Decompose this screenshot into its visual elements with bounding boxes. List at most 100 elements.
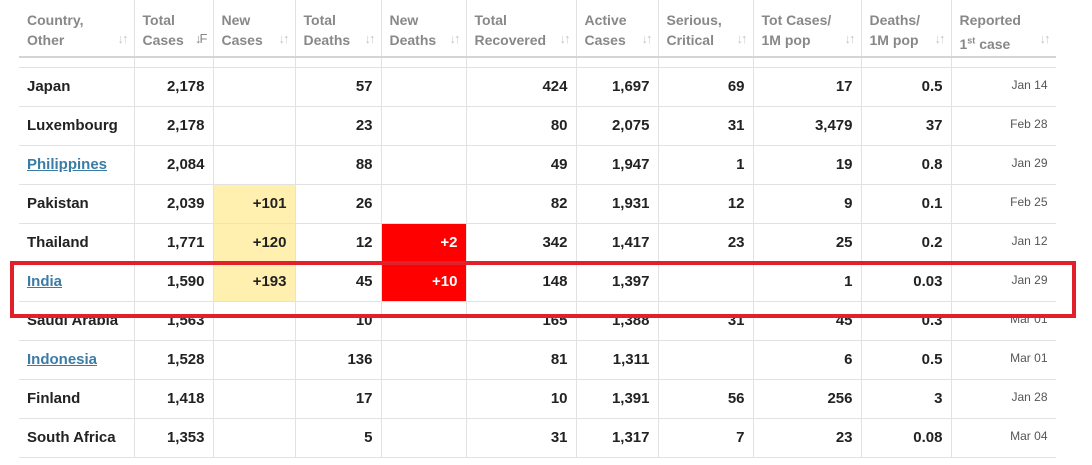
column-header-total-cases[interactable]: Total Cases ↓F [134,0,214,58]
country-link[interactable]: India [27,273,63,290]
new-deaths-cell [381,67,467,107]
sort-icon[interactable]: ↓↑ [844,31,856,46]
first-case-cell: Feb 25 [951,184,1056,224]
cases-per-1m-cell: 3,479 [753,106,862,146]
deaths-per-1m-cell: 0.3 [861,301,952,341]
column-header-line2: 1M pop [761,32,811,48]
country-cell: Luxembourg [19,106,135,146]
serious-cell: 23 [658,223,754,263]
total-deaths-cell: 136 [295,340,382,380]
country-link[interactable]: Indonesia [27,351,98,368]
total-deaths-cell: 88 [295,145,382,185]
total-recovered-cell: 148 [466,262,577,302]
country-cell[interactable]: Philippines [19,145,135,185]
deaths-per-1m-cell: 0.1 [861,184,952,224]
cases-per-1m-cell: 1 [753,262,862,302]
sort-icon[interactable]: ↓↑ [1039,31,1051,46]
serious-cell: 7 [658,418,754,458]
total-deaths-cell: 45 [295,262,382,302]
first-case-cell: Feb 28 [951,106,1056,146]
column-header-line1: Serious, [666,12,722,28]
column-header-serious-critical[interactable]: Serious, Critical ↓↑ [658,0,754,58]
active-cases-cell: 1,947 [576,145,659,185]
column-header-active-cases[interactable]: Active Cases ↓↑ [576,0,659,58]
sort-icon[interactable]: ↓↑ [364,31,376,46]
first-case-cell: Jan 28 [951,379,1056,419]
new-deaths-cell [381,301,467,341]
active-cases-cell: 1,697 [576,67,659,107]
column-header-line1: New [389,12,419,28]
new-cases-cell: +193 [213,262,296,302]
total-deaths-cell: 57 [295,67,382,107]
active-cases-cell: 1,311 [576,340,659,380]
coronavirus-stats-table-container: Country, Other ↓↑ Total Cases ↓F New Cases ↓↑ Tot… [19,0,1056,465]
table-row: Indonesia 1,528 136 81 1,311 6 0.5 Mar 01 [19,340,1056,380]
sort-icon[interactable]: ↓↑ [117,31,129,46]
table-row: South Africa 1,353 5 31 1,317 7 23 0.08 Mar 04 [19,418,1056,458]
total-recovered-cell: 165 [466,301,577,341]
sort-icon[interactable]: ↓↑ [641,31,653,46]
total-cases-cell: 1,353 [134,418,214,458]
sort-icon[interactable]: ↓↑ [736,31,748,46]
serious-cell: 12 [658,184,754,224]
active-cases-cell: 2,075 [576,106,659,146]
first-case-cell: Mar 01 [951,301,1056,341]
column-header-line2: Cases [584,32,626,48]
column-header-line2: Deaths [389,32,437,48]
sort-icon[interactable]: ↓↑ [278,31,290,46]
active-cases-cell: 1,397 [576,262,659,302]
deaths-per-1m-cell: 3 [861,379,952,419]
new-cases-cell [213,379,296,419]
column-header-line1: Tot Cases/ [761,12,832,28]
column-header-line2: 1M pop [869,32,919,48]
column-header-country-other[interactable]: Country, Other ↓↑ [19,0,135,58]
total-cases-cell: 1,771 [134,223,214,263]
new-cases-cell [213,418,296,458]
deaths-per-1m-cell: 0.5 [861,67,952,107]
total-deaths-cell: 23 [295,106,382,146]
total-deaths-cell: 10 [295,301,382,341]
first-case-cell: Jan 29 [951,262,1056,302]
column-header-total-deaths[interactable]: Total Deaths ↓↑ [295,0,382,58]
table-row: Luxembourg 2,178 23 80 2,075 31 3,479 37 Feb 28 [19,106,1056,146]
sort-desc-icon[interactable]: ↓F [195,31,208,46]
new-deaths-cell [381,184,467,224]
active-cases-cell: 1,931 [576,184,659,224]
cases-per-1m-cell: 23 [753,418,862,458]
new-cases-cell [213,67,296,107]
total-deaths-cell: 17 [295,379,382,419]
country-cell[interactable]: India [19,262,135,302]
column-header-new-cases[interactable]: New Cases ↓↑ [213,0,296,58]
column-header-line1: Total [474,12,507,28]
column-header-line1: Total [142,12,175,28]
sort-icon[interactable]: ↓↑ [559,31,571,46]
country-cell[interactable]: Indonesia [19,340,135,380]
country-cell: Japan [19,67,135,107]
total-cases-cell: 1,563 [134,301,214,341]
deaths-per-1m-cell: 0.03 [861,262,952,302]
column-header-line2: Cases [221,32,263,48]
new-deaths-cell [381,145,467,185]
table-row: Finland 1,418 17 10 1,391 56 256 3 Jan 28 [19,379,1056,419]
country-cell: South Africa [19,418,135,458]
column-header-new-deaths[interactable]: New Deaths ↓↑ [381,0,467,58]
total-recovered-cell: 82 [466,184,577,224]
column-header-line2: Cases [142,32,184,48]
sort-icon[interactable]: ↓↑ [449,31,461,46]
sort-icon[interactable]: ↓↑ [934,31,946,46]
total-recovered-cell: 81 [466,340,577,380]
country-link[interactable]: Philippines [27,156,108,173]
column-header-line1: New [221,12,251,28]
country-cell: Finland [19,379,135,419]
first-case-cell: Mar 04 [951,418,1056,458]
column-header-deaths-per-1m[interactable]: Deaths/1M pop ↓↑ [861,0,952,58]
column-header-tot-cases-per-1m[interactable]: Tot Cases/1M pop ↓↑ [753,0,862,58]
serious-cell [658,262,754,302]
column-header-line2: Deaths [303,32,351,48]
new-cases-cell: +120 [213,223,296,263]
column-header-total-recovered[interactable]: Total Recovered ↓↑ [466,0,577,58]
column-header-reported-first-case[interactable]: Reported 1st case ↓↑ [951,0,1056,58]
table-body: Japan 2,178 57 424 1,697 69 17 0.5 Jan 14 Luxembo… [19,57,1056,458]
total-cases-cell: 2,178 [134,67,214,107]
serious-cell: 31 [658,106,754,146]
